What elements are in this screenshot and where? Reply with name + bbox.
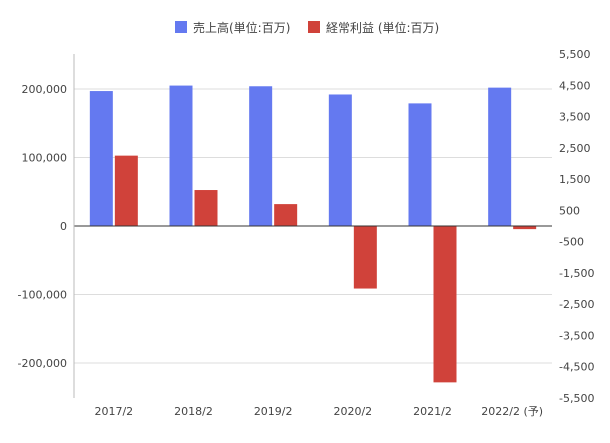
bar-ordinary-profit bbox=[194, 190, 218, 226]
bar-ordinary-profit bbox=[513, 226, 537, 230]
x-tick-label: 2019/2 bbox=[254, 405, 293, 418]
bar-sales bbox=[408, 103, 432, 226]
x-tick-label: 2017/2 bbox=[94, 405, 133, 418]
y-right-tick-label: -4,500 bbox=[559, 361, 594, 374]
y-left-tick-label: 200,000 bbox=[22, 83, 68, 96]
y-right-tick-label: 1,500 bbox=[559, 173, 591, 186]
x-tick-label: 2021/2 bbox=[413, 405, 452, 418]
y-right-tick-label: 5,500 bbox=[559, 48, 591, 61]
bar-ordinary-profit bbox=[274, 204, 298, 226]
y-right-tick-label: 500 bbox=[559, 204, 580, 217]
bar-sales bbox=[488, 87, 512, 226]
legend-swatch-sales bbox=[175, 21, 187, 33]
y-right-tick-label: -1,500 bbox=[559, 267, 594, 280]
bar-sales bbox=[89, 91, 113, 227]
bar-ordinary-profit bbox=[353, 226, 377, 289]
bar-sales bbox=[249, 86, 273, 226]
bars bbox=[89, 85, 537, 383]
bar-ordinary-profit bbox=[433, 226, 457, 383]
x-axis: 2017/2 2018/2 2019/2 2020/2 2021/2 2022/2 (予) bbox=[94, 405, 543, 418]
y-right-tick-label: -5,500 bbox=[559, 392, 594, 405]
legend-label-sales: 売上高(単位:百万) bbox=[193, 20, 290, 35]
x-tick-label: 2022/2 (予) bbox=[481, 405, 543, 418]
y-left-tick-label: -100,000 bbox=[18, 289, 67, 302]
y-right-tick-label: 4,500 bbox=[559, 79, 591, 92]
bar-sales bbox=[169, 85, 193, 226]
bar-ordinary-profit bbox=[114, 155, 138, 226]
y-axis-right: 5,500 4,500 3,500 2,500 1,500 500 -500 -1,500 -2… bbox=[559, 48, 594, 405]
legend-swatch-ordinary-profit bbox=[308, 21, 320, 33]
y-right-tick-label: -3,500 bbox=[559, 329, 594, 342]
y-axis-left: 200,000 100,000 0 -100,000 -200,000 bbox=[18, 54, 75, 398]
x-tick-label: 2018/2 bbox=[174, 405, 213, 418]
gridlines bbox=[74, 88, 552, 364]
legend: 売上高(単位:百万) 経常利益 (単位:百万) bbox=[175, 20, 439, 35]
y-left-tick-label: -200,000 bbox=[18, 357, 67, 370]
bar-sales bbox=[328, 94, 352, 226]
y-left-tick-label: 100,000 bbox=[22, 152, 68, 165]
y-right-tick-label: 3,500 bbox=[559, 111, 591, 124]
y-right-tick-label: 2,500 bbox=[559, 142, 591, 155]
y-left-tick-label: 0 bbox=[60, 220, 67, 233]
y-right-tick-label: -2,500 bbox=[559, 298, 594, 311]
legend-label-ordinary-profit: 経常利益 (単位:百万) bbox=[326, 20, 439, 35]
y-right-tick-label: -500 bbox=[559, 236, 584, 249]
x-tick-label: 2020/2 bbox=[333, 405, 372, 418]
